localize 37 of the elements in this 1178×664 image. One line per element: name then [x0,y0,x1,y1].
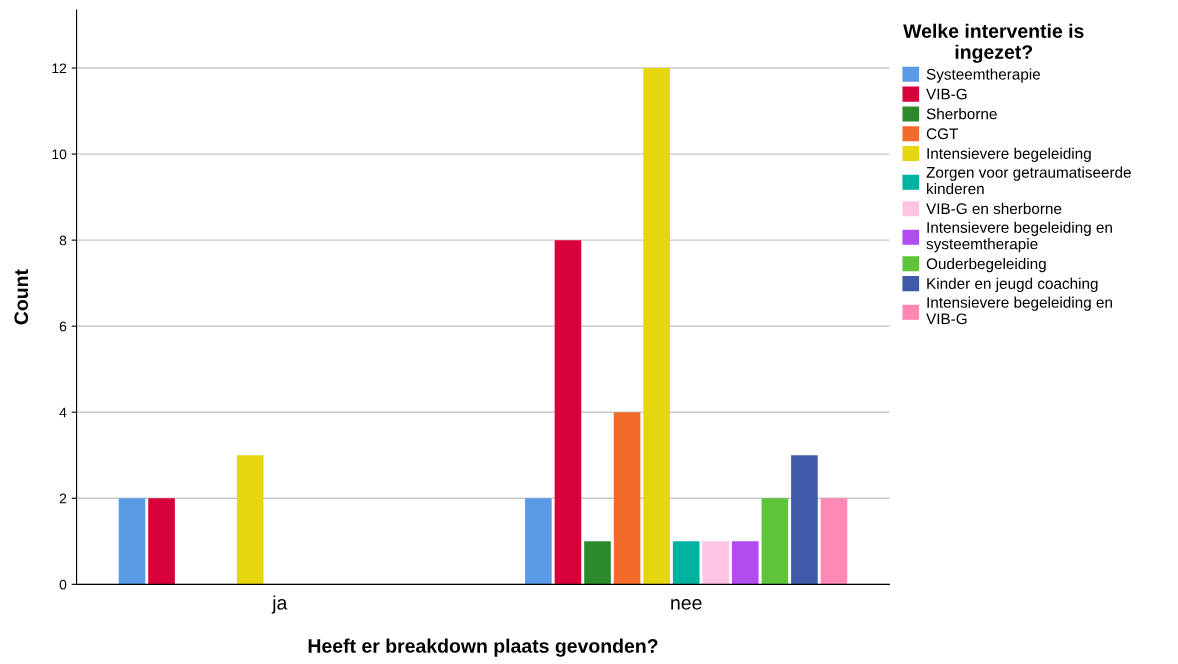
y-tick-label: 2 [59,493,67,504]
bar [672,541,700,585]
bar [732,541,759,585]
bar [236,455,264,585]
x-axis-title: Heeft er breakdown plaats gevonden? [308,638,658,657]
bar [525,498,552,585]
legend-label: Zorgen voor getraumatiseerde kinderen [926,166,1131,195]
bar [643,68,670,585]
legend-label: Intensievere begeleiding en systeemtherapie [926,221,1112,253]
y-tick-label: 8 [59,235,67,246]
y-tick-label: 4 [59,407,67,418]
bar [613,412,641,585]
bar [584,541,611,585]
y-tick-label: 10 [52,149,67,160]
legend-label: Sherborne [926,108,997,120]
y-axis-title: Count [14,269,29,325]
x-tick-label: ja [271,595,288,614]
legend-label: VIB-G [926,88,967,100]
bar [148,498,175,585]
x-tick-label: nee [671,599,702,610]
y-tick-label: 0 [59,579,67,590]
legend-title: Welke interventie is ingezet? [903,23,1084,63]
legend-label: Systeemtherapie [926,68,1041,83]
bar [761,498,789,585]
legend-label: Ouderbegeleiding [926,257,1046,273]
legend-label: CGT [926,128,958,140]
bar [118,498,146,585]
legend-label: Intensievere begeleiding en VIB-G [926,296,1112,325]
legend-label: Kinder en jeugd coaching [927,277,1098,293]
bar [791,455,818,585]
bar [820,498,848,585]
legend-label: Intensievere begeleiding [927,147,1091,162]
y-tick-label: 12 [52,63,67,74]
bar [702,541,730,585]
y-tick-label: 6 [59,321,67,332]
bar [554,240,582,585]
legend-label: VIB-G en sherborne [926,202,1062,215]
